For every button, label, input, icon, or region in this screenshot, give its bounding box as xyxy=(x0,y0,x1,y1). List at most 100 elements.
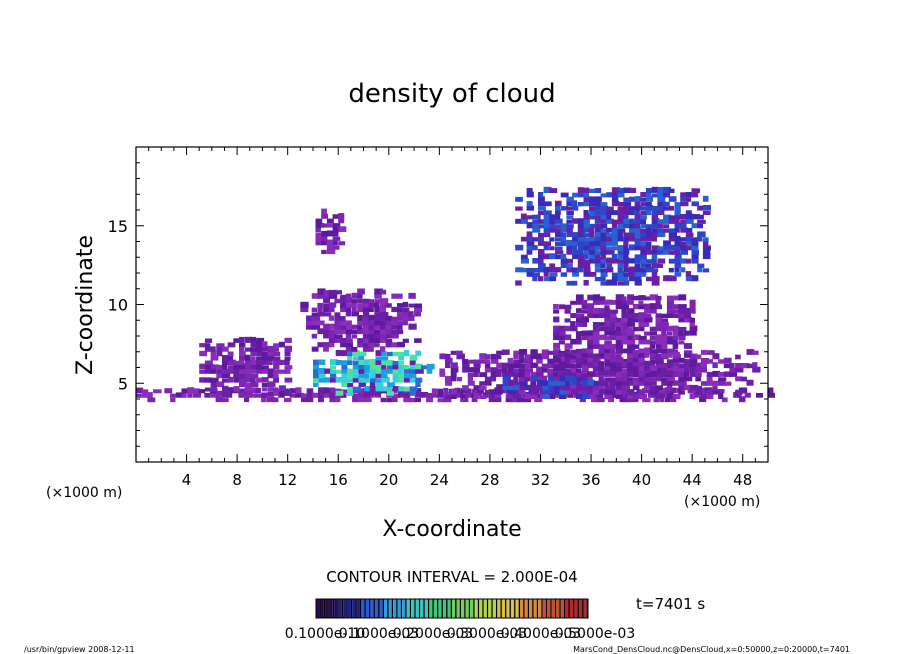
density-cell xyxy=(542,394,550,399)
density-cell xyxy=(352,374,360,379)
density-cell xyxy=(701,381,708,386)
density-cell xyxy=(697,267,703,273)
density-cell xyxy=(542,380,548,386)
density-cell xyxy=(718,371,726,377)
density-cell xyxy=(543,219,550,224)
density-cell xyxy=(210,368,217,374)
density-cell xyxy=(592,361,602,367)
density-cell xyxy=(181,388,188,394)
density-cell xyxy=(621,325,629,332)
density-cell xyxy=(284,365,293,370)
density-cell xyxy=(600,209,608,216)
density-cell xyxy=(560,272,568,277)
colorbar-gap xyxy=(473,599,475,618)
density-cell xyxy=(589,209,596,215)
density-cell xyxy=(397,323,403,330)
density-cell xyxy=(599,388,605,395)
density-cell xyxy=(479,353,487,360)
density-cell xyxy=(542,389,551,395)
density-cell xyxy=(566,244,575,251)
density-cell xyxy=(515,218,523,224)
density-cell xyxy=(351,292,358,299)
density-cell xyxy=(347,368,355,374)
density-cell xyxy=(340,389,349,394)
density-cell xyxy=(199,369,207,374)
density-cell xyxy=(318,387,326,394)
density-cell xyxy=(689,317,695,323)
density-cell xyxy=(352,356,360,361)
density-cell xyxy=(507,367,514,373)
density-cell xyxy=(340,342,347,348)
density-cell xyxy=(592,389,599,395)
colorbar-gap xyxy=(563,599,566,618)
colorbar-swatch xyxy=(379,599,383,618)
density-cell xyxy=(403,396,411,403)
density-cell xyxy=(649,365,658,371)
density-cell xyxy=(335,396,341,403)
density-cell xyxy=(524,357,533,364)
density-cell xyxy=(267,359,273,365)
colorbar-swatch xyxy=(515,599,519,618)
density-cell xyxy=(565,375,574,382)
density-cell xyxy=(646,205,654,211)
density-cell xyxy=(261,392,268,398)
density-cell xyxy=(267,372,275,379)
density-cell xyxy=(594,276,603,282)
density-cell xyxy=(615,389,623,395)
density-cell xyxy=(678,385,686,391)
colorbar-swatch xyxy=(415,599,419,618)
density-cell xyxy=(615,360,623,367)
density-cell xyxy=(701,366,707,373)
density-cell xyxy=(380,320,387,326)
density-cell xyxy=(655,296,662,301)
density-cell xyxy=(611,272,621,277)
density-cell xyxy=(689,329,697,336)
colorbar-swatch xyxy=(424,599,428,618)
density-cell xyxy=(668,235,677,242)
density-cell xyxy=(374,306,380,313)
density-cell xyxy=(668,232,677,237)
density-cell xyxy=(617,263,624,268)
density-cell xyxy=(380,337,388,343)
density-cell xyxy=(409,398,417,403)
density-cell xyxy=(583,233,590,238)
density-cell xyxy=(398,369,404,374)
x-tick-label: 40 xyxy=(632,471,651,489)
density-cell xyxy=(513,370,520,377)
density-cell xyxy=(672,313,680,318)
density-cell xyxy=(632,313,641,318)
density-cell xyxy=(680,237,687,242)
density-cell xyxy=(617,267,623,273)
density-cell xyxy=(520,258,529,264)
density-cell xyxy=(564,343,573,349)
density-cell xyxy=(691,250,699,255)
density-cell xyxy=(646,196,653,202)
density-cell xyxy=(284,360,290,365)
density-cell xyxy=(644,339,651,345)
density-cell xyxy=(666,392,674,399)
density-cell xyxy=(596,397,605,403)
density-cell xyxy=(651,254,658,260)
density-cell xyxy=(593,381,602,386)
density-cell xyxy=(479,359,488,364)
density-cell xyxy=(702,268,710,273)
density-cell xyxy=(583,227,592,233)
density-cell xyxy=(222,355,229,361)
density-cell xyxy=(678,304,687,310)
density-cell xyxy=(672,371,680,377)
density-cell xyxy=(519,363,526,369)
density-cell xyxy=(678,364,685,369)
colorbar-swatch xyxy=(538,599,542,618)
density-cell xyxy=(610,343,617,349)
density-cell xyxy=(402,307,410,312)
density-cell xyxy=(380,397,387,403)
density-cell xyxy=(644,321,650,327)
density-cell xyxy=(646,188,653,193)
density-cell xyxy=(752,362,758,369)
density-cell xyxy=(261,397,267,403)
density-cell xyxy=(702,195,709,202)
density-cell xyxy=(680,222,687,229)
density-cell xyxy=(640,228,648,233)
density-cell xyxy=(555,255,564,260)
density-cell xyxy=(315,227,321,233)
